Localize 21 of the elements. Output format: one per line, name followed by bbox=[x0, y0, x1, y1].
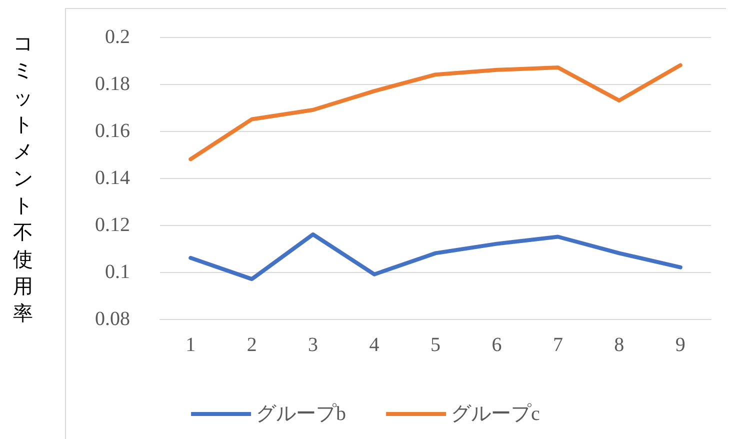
legend-label: グループb bbox=[256, 403, 346, 425]
x-tick-label: 4 bbox=[369, 334, 380, 356]
x-tick-label: 6 bbox=[492, 334, 502, 356]
x-tick-label: 5 bbox=[430, 334, 440, 356]
line-series bbox=[188, 232, 682, 282]
legend-label: グループc bbox=[451, 403, 540, 425]
y-tick-label: 0.12 bbox=[95, 214, 130, 236]
y-tick-label: 0.14 bbox=[95, 167, 130, 189]
x-tick-label: 2 bbox=[246, 334, 257, 356]
x-tick-label: 7 bbox=[552, 334, 563, 356]
x-tick-label: 1 bbox=[186, 334, 196, 356]
x-tick-label: 8 bbox=[614, 334, 624, 356]
x-tick-label: 9 bbox=[675, 334, 686, 356]
line-series bbox=[188, 63, 682, 162]
y-tick-label: 0.18 bbox=[95, 73, 130, 95]
x-tick-label: 3 bbox=[308, 334, 318, 356]
y-tick-label: 0.1 bbox=[105, 261, 130, 283]
y-tick-label: 0.2 bbox=[105, 26, 130, 48]
y-tick-label: 0.16 bbox=[95, 120, 130, 142]
y-tick-label: 0.08 bbox=[95, 308, 130, 330]
text: コミットメント不使用率 bbox=[13, 31, 33, 325]
